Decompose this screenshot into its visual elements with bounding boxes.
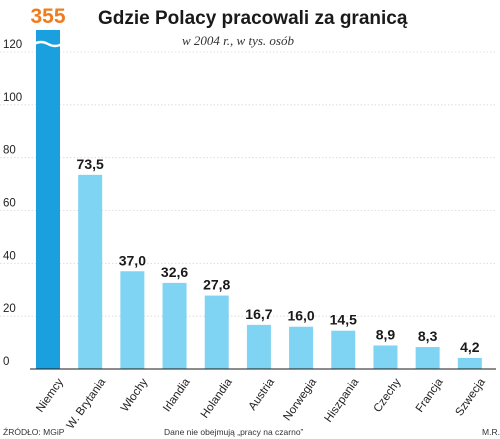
bar	[162, 282, 187, 369]
bar	[246, 324, 271, 369]
value-label: 32,6	[161, 264, 188, 280]
bars	[33, 30, 482, 369]
grid-lines	[0, 51, 496, 317]
source-note: ŹRÓDŁO: MGiP	[3, 427, 65, 437]
value-label: 27,8	[203, 277, 230, 293]
category-label: Czechy	[372, 376, 404, 414]
chart-title: Gdzie Polacy pracowali za granicą	[98, 8, 408, 29]
value-label: 37,0	[119, 252, 146, 268]
y-tick-label: 20	[3, 303, 16, 315]
bar	[36, 30, 60, 369]
value-label: 73,5	[77, 156, 104, 172]
y-tick-label: 60	[3, 198, 16, 210]
value-label: 8,9	[376, 326, 396, 342]
category-label: Niemcy	[34, 376, 66, 414]
axis-break-marker	[33, 40, 63, 48]
value-label: 4,2	[460, 339, 480, 355]
y-axis-ticks: 0 20 40 60 80 100 120	[3, 39, 22, 368]
author-credit: M.R.	[482, 427, 500, 437]
category-label: Hiszpania	[323, 376, 362, 425]
value-label: 16,7	[245, 306, 272, 322]
bar	[415, 347, 440, 369]
y-tick-label: 120	[3, 39, 22, 51]
bar	[289, 326, 314, 369]
bar	[120, 271, 145, 369]
y-tick-label: 0	[3, 356, 9, 368]
bar	[204, 295, 229, 369]
category-label: Włochy	[119, 376, 151, 414]
data-footnote: Dane nie obejmują „pracy na czarno”	[164, 427, 304, 437]
category-label: Austria	[247, 376, 278, 413]
bar	[373, 345, 398, 369]
category-label: Norwegia	[281, 376, 319, 423]
value-label: 14,5	[330, 312, 357, 328]
value-label: 16,0	[287, 308, 314, 324]
value-label: 8,3	[418, 328, 438, 344]
category-label: Holandia	[199, 376, 235, 421]
bar	[457, 357, 482, 369]
chart-subtitle: w 2004 r., w tys. osób	[182, 33, 294, 48]
bar	[78, 174, 103, 369]
category-label: W. Brytania	[65, 376, 109, 432]
y-tick-label: 80	[3, 145, 16, 157]
value-label: 355	[30, 5, 65, 28]
value-labels: 355 73,5 37,0 32,6 27,8 16,7 16,0 14,5 8,9 8,3 4,2	[30, 5, 479, 355]
category-label: Szwecja	[453, 376, 488, 418]
y-tick-label: 100	[3, 92, 22, 104]
category-label: Irlandia	[161, 376, 193, 414]
y-tick-label: 40	[3, 250, 16, 262]
category-label: Francja	[414, 376, 446, 415]
bar	[331, 330, 356, 369]
